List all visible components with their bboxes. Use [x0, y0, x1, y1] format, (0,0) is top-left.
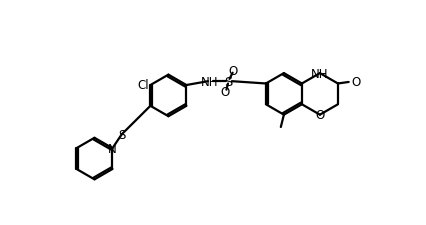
Text: O: O	[351, 76, 360, 89]
Text: Cl: Cl	[137, 78, 149, 91]
Text: O: O	[314, 109, 324, 122]
Text: N: N	[108, 142, 117, 155]
Text: NH: NH	[310, 68, 327, 81]
Text: S: S	[118, 128, 125, 141]
Text: NH: NH	[200, 75, 218, 88]
Text: O: O	[228, 65, 237, 78]
Text: S: S	[224, 75, 233, 88]
Text: O: O	[220, 86, 229, 99]
